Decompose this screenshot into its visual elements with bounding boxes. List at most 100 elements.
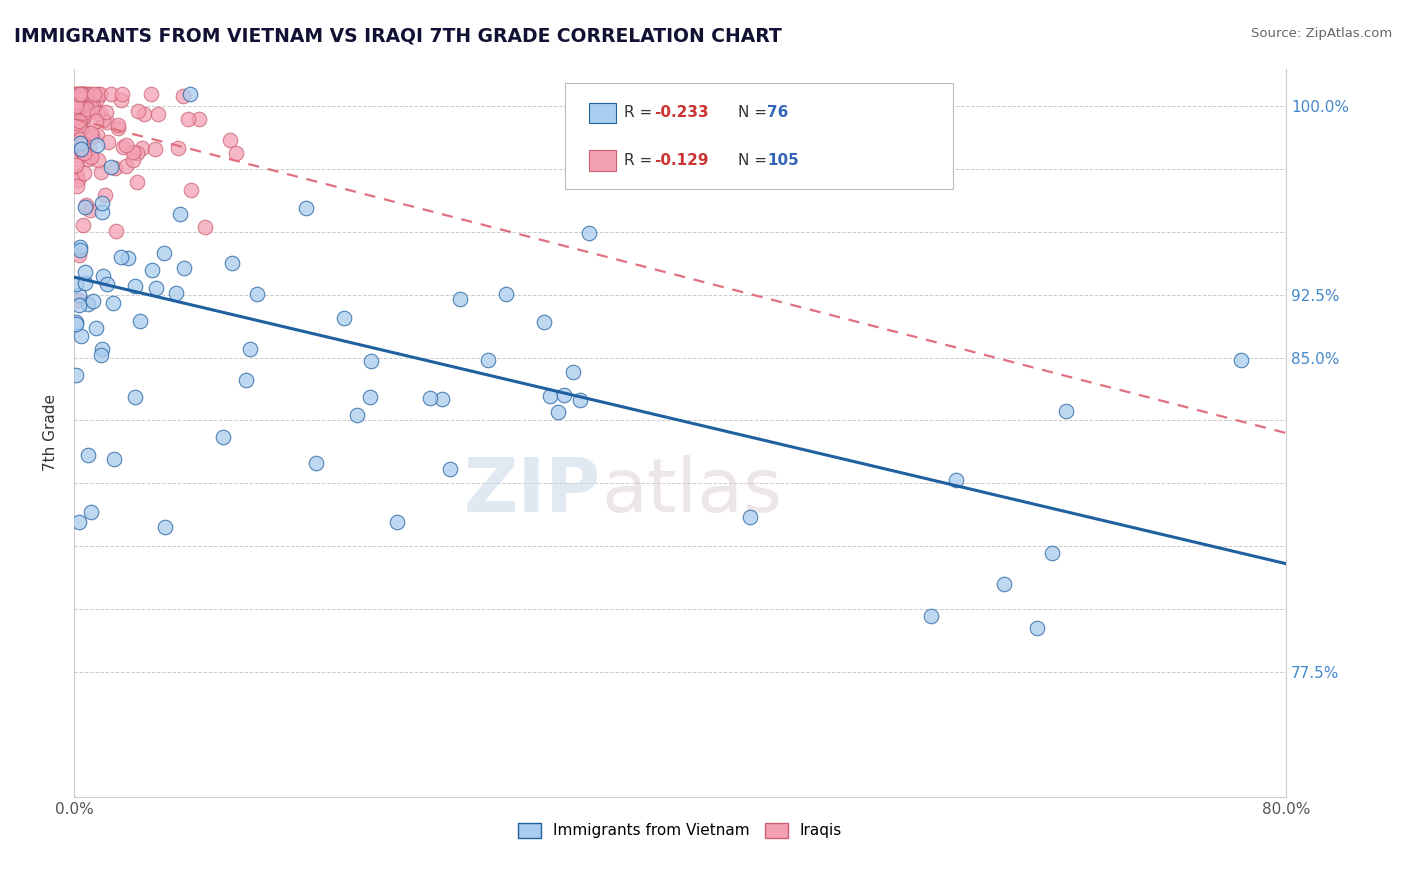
Point [131,141,153,155]
Point [66,108,89,122]
Point [86,92,108,106]
Point [86,128,108,142]
Point [76,87,98,101]
Point [239,342,262,356]
Point [134,107,156,121]
Point [83,87,105,101]
Point [96,277,118,292]
Point [1230,353,1253,368]
Point [77,297,100,311]
Point [533,315,555,329]
Point [385,516,408,530]
Point [66,87,89,101]
Point [70,145,93,160]
Point [66,179,89,194]
Point [80,128,103,143]
Point [141,262,163,277]
Point [65,98,87,112]
Point [67,173,90,187]
Point [72,87,94,101]
Text: -0.129: -0.129 [655,153,709,168]
Point [128,314,150,328]
FancyBboxPatch shape [565,83,953,189]
Point [67,99,90,113]
Point [72,140,94,154]
Point [921,609,943,624]
Point [167,141,190,155]
Point [97,135,120,149]
Point [139,87,162,101]
Point [180,183,202,197]
Point [419,392,441,406]
Text: R =: R = [624,105,658,120]
Point [69,142,91,156]
Point [70,87,93,101]
Point [305,456,328,470]
Point [65,317,87,331]
Point [101,296,124,310]
Point [153,246,176,260]
Point [94,188,117,202]
Point [90,348,112,362]
Point [69,123,91,137]
Point [77,104,100,119]
Point [359,390,381,404]
Point [65,158,87,172]
Point [66,169,89,184]
Point [91,269,114,284]
Point [578,226,600,240]
Point [218,133,240,147]
Point [76,87,98,101]
Point [90,342,112,356]
Point [67,130,90,145]
Point [172,89,194,103]
Point [67,114,90,128]
Y-axis label: 7th Grade: 7th Grade [44,394,58,472]
Point [67,111,90,125]
Point [65,87,87,101]
Bar [589,103,616,123]
Point [1040,545,1063,559]
Point [738,510,761,524]
Point [333,311,356,326]
Point [77,141,100,155]
Point [73,108,96,122]
Point [69,87,91,101]
Point [73,145,96,160]
Point [538,389,561,403]
Point [89,105,111,120]
Point [82,99,104,113]
Point [70,99,93,113]
Bar [589,150,616,170]
Point [553,388,575,402]
Point [146,107,169,121]
Point [69,134,91,148]
Point [76,197,98,211]
Point [107,120,129,135]
Point [115,137,138,152]
Point [169,207,191,221]
Text: N =: N = [738,105,772,120]
Text: IMMIGRANTS FROM VIETNAM VS IRAQI 7TH GRADE CORRELATION CHART: IMMIGRANTS FROM VIETNAM VS IRAQI 7TH GRA… [14,27,782,45]
Point [360,354,382,368]
Point [72,87,94,101]
Point [69,240,91,254]
Point [117,251,139,265]
Legend: Immigrants from Vietnam, Iraqis: Immigrants from Vietnam, Iraqis [512,817,848,845]
Point [86,106,108,120]
Point [110,93,132,107]
Point [104,224,127,238]
Point [73,166,96,180]
Point [111,140,134,154]
Text: 76: 76 [768,105,789,120]
Point [65,115,87,129]
Point [103,451,125,466]
Point [115,159,138,173]
Point [110,250,132,264]
Point [246,286,269,301]
Point [84,114,107,128]
Point [79,100,101,114]
Point [67,293,90,308]
Point [65,128,87,142]
Point [73,96,96,111]
